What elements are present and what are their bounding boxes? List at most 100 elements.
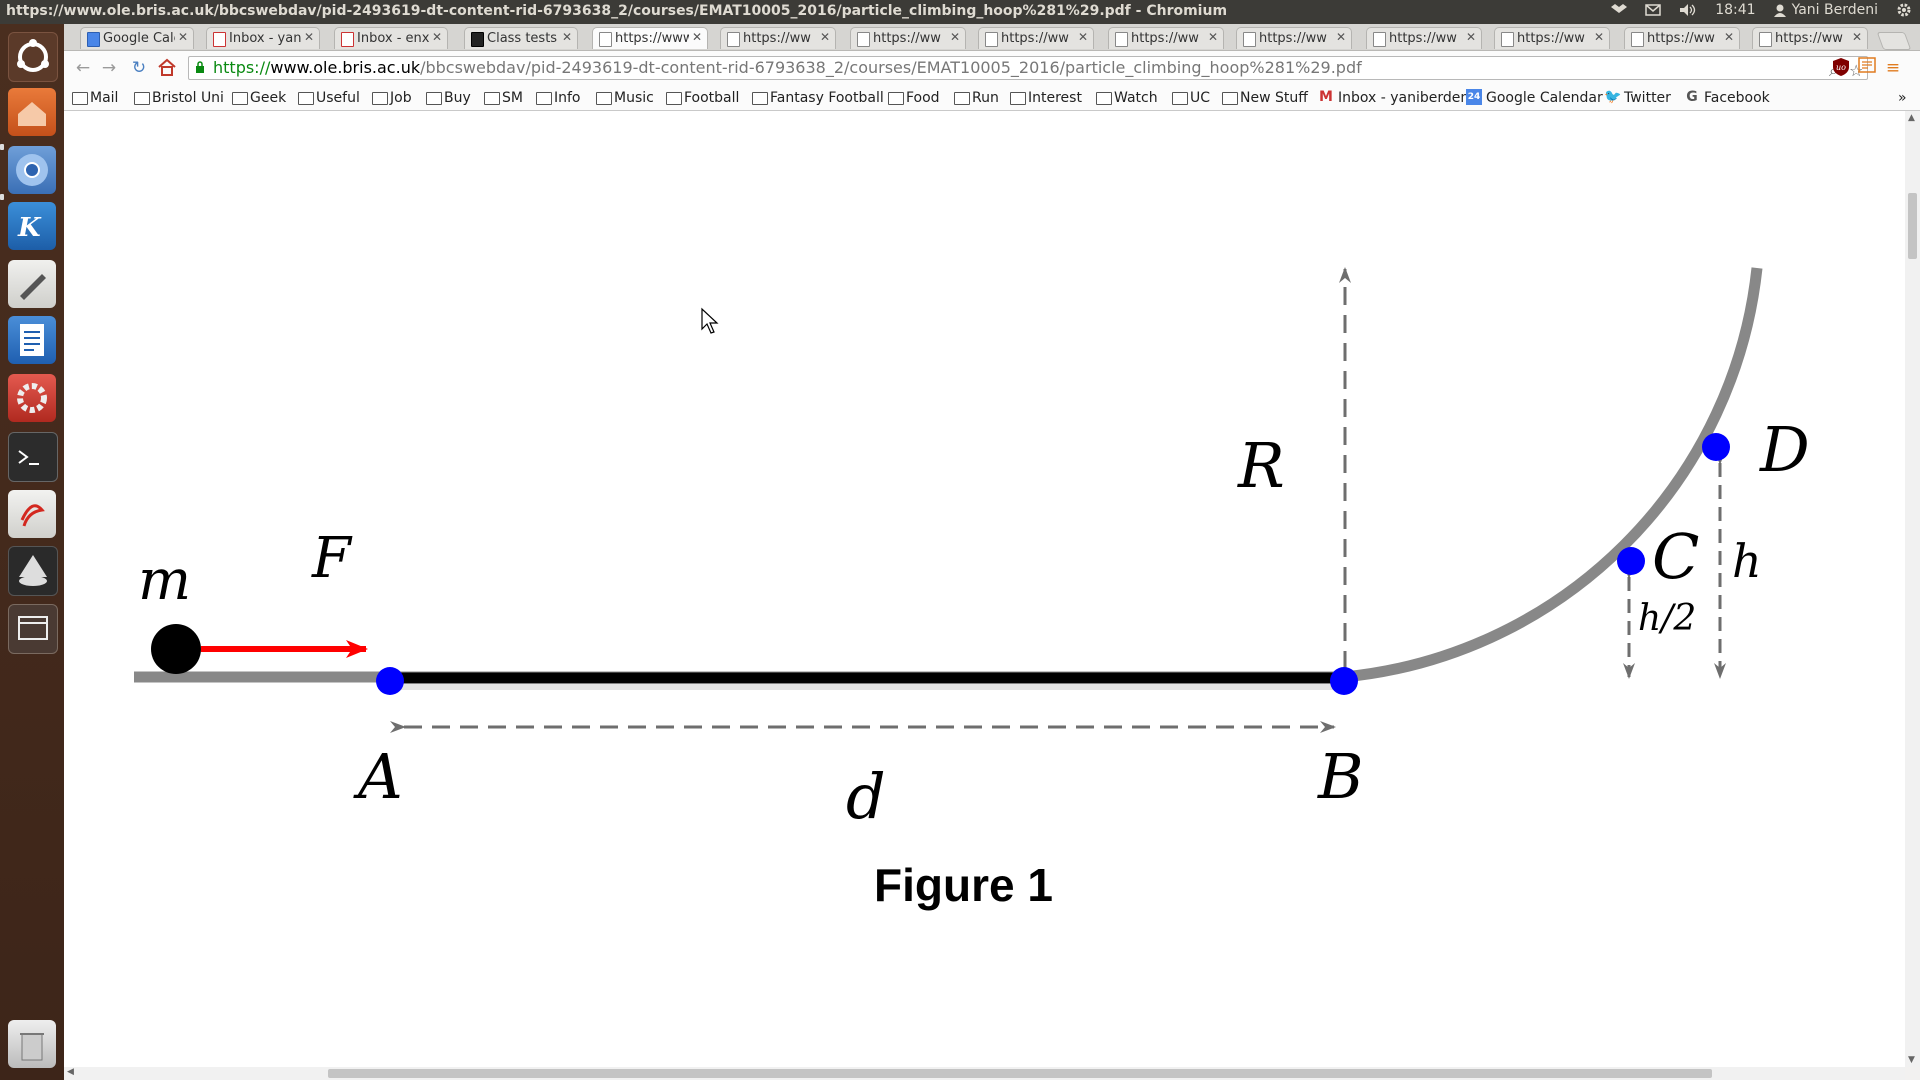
address-bar[interactable]: https://www.ole.bris.ac.uk/bbcswebdav/pi…: [188, 56, 1868, 80]
tab[interactable]: https://ww ✕: [1366, 27, 1482, 49]
rss-icon[interactable]: [1856, 57, 1878, 79]
terminal-icon[interactable]: [8, 432, 58, 482]
vertical-scrollbar[interactable]: ▲ ▼: [1905, 111, 1920, 1067]
back-arrow-icon[interactable]: ←: [75, 58, 91, 78]
document-viewer-icon[interactable]: [8, 490, 56, 538]
close-tab-icon[interactable]: ✕: [1207, 30, 1218, 44]
writer-icon[interactable]: [8, 316, 56, 364]
ublock-icon[interactable]: uo: [1830, 57, 1852, 79]
tab[interactable]: Inbox - enxy✕: [334, 27, 448, 49]
new-tab-button[interactable]: [1876, 32, 1912, 50]
bookmark-link[interactable]: G Facebook: [1684, 88, 1770, 108]
tab[interactable]: https://ww ✕: [978, 27, 1094, 49]
close-tab-icon[interactable]: ✕: [177, 30, 188, 44]
dash-home-icon[interactable]: [8, 32, 58, 82]
page-icon: [599, 32, 612, 47]
page-icon: [1115, 32, 1128, 47]
user-menu[interactable]: Yani Berdeni: [1773, 2, 1878, 18]
bookmark-folder[interactable]: Useful: [296, 88, 360, 108]
close-tab-icon[interactable]: ✕: [1335, 30, 1346, 44]
chromium-icon[interactable]: [8, 146, 56, 194]
close-tab-icon[interactable]: ✕: [819, 30, 830, 44]
panel-indicators: 18:41 Yani Berdeni: [1611, 2, 1912, 18]
gmail-icon: M: [1319, 89, 1333, 105]
tab[interactable]: https://ww ✕: [1494, 27, 1610, 49]
horizontal-scrollbar[interactable]: ◀: [64, 1067, 1905, 1080]
tab[interactable]: Google Cale ✕: [80, 27, 194, 49]
mail-icon[interactable]: [1645, 4, 1661, 16]
bookmark-folder[interactable]: New Stuff: [1220, 88, 1308, 108]
tab[interactable]: Inbox - yanil ✕: [206, 27, 320, 49]
folder-icon: [1172, 92, 1188, 105]
volume-icon[interactable]: [1679, 3, 1697, 17]
vertical-scroll-thumb[interactable]: [1908, 193, 1917, 259]
bookmark-folder[interactable]: Geek: [230, 88, 286, 108]
bookmark-folder[interactable]: Music: [594, 88, 654, 108]
clock[interactable]: 18:41: [1715, 2, 1756, 18]
bookmark-label: Bristol Uni: [152, 90, 224, 106]
bookmark-label: Interest: [1028, 90, 1082, 106]
reload-icon[interactable]: ↻: [131, 58, 147, 78]
bookmark-folder[interactable]: Football: [664, 88, 739, 108]
dropbox-icon[interactable]: [1611, 3, 1628, 17]
bookmark-folder[interactable]: Interest: [1008, 88, 1082, 108]
scroll-down-icon[interactable]: ▼: [1908, 1055, 1915, 1065]
kde-connect-icon[interactable]: K: [8, 202, 56, 250]
bookmark-folder[interactable]: Watch: [1094, 88, 1158, 108]
close-tab-icon[interactable]: ✕: [1851, 30, 1862, 44]
bookmark-link[interactable]: 24 Google Calendar: [1466, 88, 1603, 108]
close-tab-icon[interactable]: ✕: [1593, 30, 1604, 44]
bookmark-star-icon[interactable]: ☆: [1849, 61, 1864, 80]
bookmark-folder[interactable]: Fantasy Football: [750, 88, 884, 108]
lock-icon: [196, 61, 204, 73]
trash-icon[interactable]: [8, 1020, 56, 1068]
system-settings-icon[interactable]: [8, 374, 56, 422]
tab[interactable]: https://ww ✕: [1108, 27, 1224, 49]
close-tab-icon[interactable]: ✕: [1077, 30, 1088, 44]
bookmark-folder[interactable]: Buy: [424, 88, 471, 108]
bookmark-link[interactable]: 🐦 Twitter: [1604, 88, 1671, 108]
home-folder-icon[interactable]: [8, 88, 56, 136]
text-editor-icon[interactable]: [8, 260, 56, 308]
bookmark-folder[interactable]: Job: [370, 88, 412, 108]
tab[interactable]: https://ww ✕: [1624, 27, 1740, 49]
close-tab-icon[interactable]: ✕: [1465, 30, 1476, 44]
bookmark-folder[interactable]: Run: [952, 88, 999, 108]
browser-toolbar: ← → ↻ https://www.ole.bris.ac.uk/bbcsweb…: [64, 51, 1920, 85]
calendar-icon: 24: [1466, 89, 1482, 105]
bookmark-folder[interactable]: Bristol Uni: [132, 88, 224, 108]
zoom-icon[interactable]: ⌕: [1829, 61, 1838, 80]
home-icon[interactable]: [156, 57, 178, 79]
google-icon: G: [1686, 89, 1698, 105]
menu-icon[interactable]: ≡: [1885, 58, 1901, 78]
folder-icon: [232, 92, 248, 105]
bookmark-label: Football: [684, 90, 740, 106]
inkscape-icon[interactable]: [8, 546, 58, 596]
tab[interactable]: Class tests : ✕: [464, 27, 578, 49]
bookmarks-overflow-icon[interactable]: »: [1898, 90, 1907, 106]
tab[interactable]: https://ww ✕: [1752, 27, 1868, 49]
bookmark-folder[interactable]: Mail: [70, 88, 118, 108]
bookmark-folder[interactable]: Food: [886, 88, 940, 108]
scroll-up-icon[interactable]: ▲: [1908, 113, 1915, 123]
workspace-switcher-icon[interactable]: [8, 604, 58, 654]
tab-active[interactable]: https://www ✕: [592, 27, 708, 49]
tab[interactable]: https://ww ✕: [850, 27, 966, 49]
bookmark-folder[interactable]: SM: [482, 88, 523, 108]
settings-gear-icon[interactable]: [1896, 2, 1912, 18]
close-tab-icon[interactable]: ✕: [1723, 30, 1734, 44]
close-tab-icon[interactable]: ✕: [949, 30, 960, 44]
pdf-viewer[interactable]: m F A B d R C D h h/2 Figure 1: [64, 111, 1905, 1067]
close-tab-icon[interactable]: ✕: [561, 30, 572, 44]
bookmark-link[interactable]: M Inbox - yaniberden: [1318, 88, 1538, 108]
bookmark-folder[interactable]: Info: [534, 88, 581, 108]
forward-arrow-icon[interactable]: →: [101, 58, 117, 78]
horizontal-scroll-thumb[interactable]: [328, 1069, 1712, 1078]
close-tab-icon[interactable]: ✕: [691, 30, 702, 44]
scroll-left-icon[interactable]: ◀: [67, 1067, 74, 1077]
bookmark-folder[interactable]: UC: [1170, 88, 1210, 108]
tab[interactable]: https://ww ✕: [720, 27, 836, 49]
tab[interactable]: https://ww ✕: [1236, 27, 1352, 49]
close-tab-icon[interactable]: ✕: [303, 30, 314, 44]
close-tab-icon[interactable]: ✕: [431, 30, 442, 44]
